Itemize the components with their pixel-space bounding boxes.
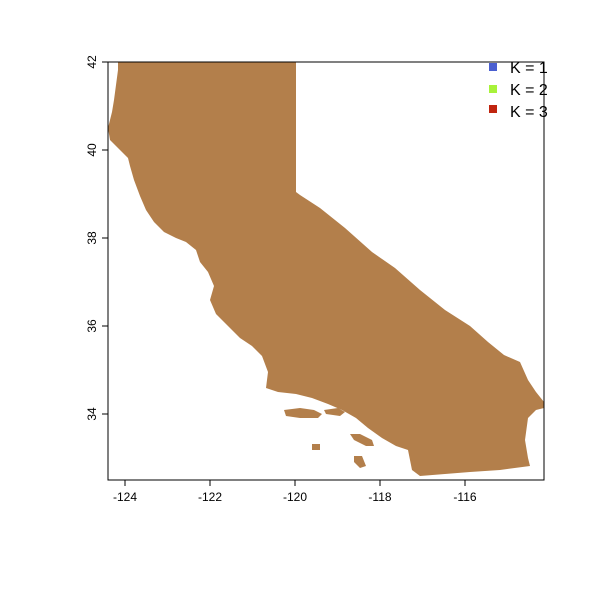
legend-label-k2: K = 2 bbox=[510, 82, 548, 99]
island-san-clemente bbox=[354, 456, 366, 468]
y-tick-label: 36 bbox=[85, 319, 99, 333]
x-axis: -124 -122 -120 -118 -116 bbox=[113, 479, 477, 504]
x-tick-label: -120 bbox=[283, 490, 307, 504]
y-tick-label: 42 bbox=[85, 55, 99, 69]
california-land bbox=[108, 62, 544, 476]
x-tick-label: -118 bbox=[368, 490, 391, 504]
x-tick-label: -122 bbox=[198, 490, 222, 504]
legend-swatch-k1 bbox=[489, 63, 497, 71]
island-san-nicolas bbox=[312, 444, 320, 450]
y-axis: 34 36 38 40 42 bbox=[85, 55, 109, 421]
legend-swatch-k3 bbox=[489, 105, 497, 113]
island-santa-cruz bbox=[324, 408, 345, 416]
y-tick-label: 38 bbox=[85, 231, 99, 245]
legend-label-k1: K = 1 bbox=[510, 60, 548, 77]
legend-swatch-k2 bbox=[489, 85, 497, 93]
map-area bbox=[108, 62, 544, 476]
island-anacapa bbox=[284, 408, 322, 418]
legend-label-k3: K = 3 bbox=[510, 104, 548, 121]
y-tick-label: 40 bbox=[85, 143, 99, 157]
island-santa-catalina bbox=[350, 434, 374, 446]
y-tick-label: 34 bbox=[85, 407, 99, 421]
x-tick-label: -124 bbox=[113, 490, 137, 504]
legend: K = 1 K = 2 K = 3 bbox=[489, 60, 548, 121]
x-tick-label: -116 bbox=[453, 490, 476, 504]
